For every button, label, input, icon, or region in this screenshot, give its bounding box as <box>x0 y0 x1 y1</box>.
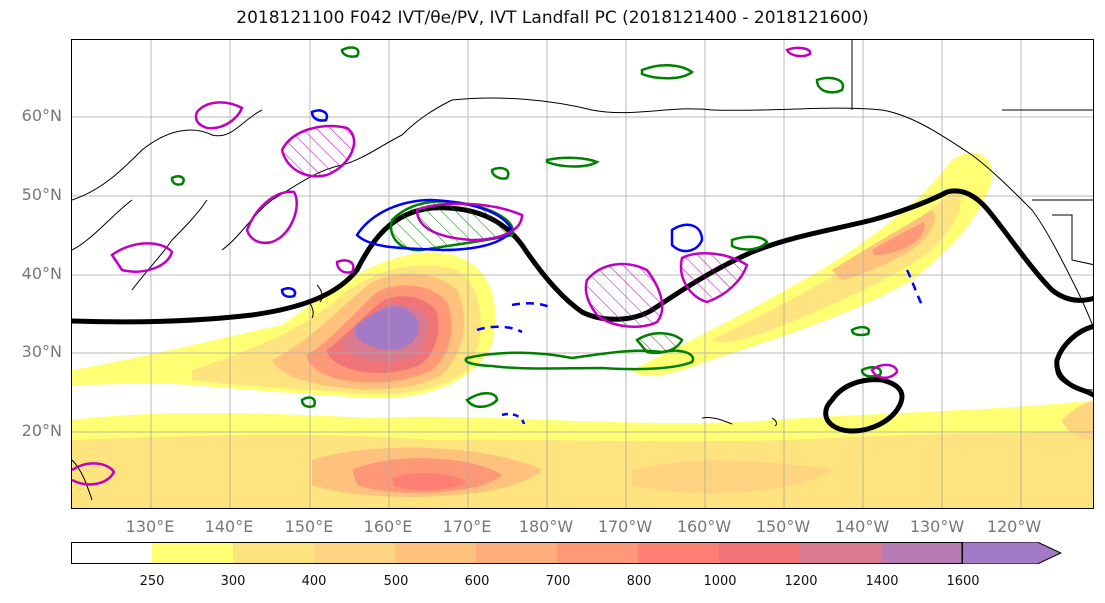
colorbar-tick-600: 600 <box>464 574 490 589</box>
lon-label-170e: 170°E <box>442 517 492 536</box>
colorbar-segment <box>71 542 152 564</box>
colorbar-tick-300: 300 <box>220 574 246 589</box>
colorbar-segment <box>881 542 962 564</box>
colorbar-segment <box>314 542 395 564</box>
map-title: 2018121100 F042 IVT/θe/PV, IVT Landfall … <box>236 8 869 28</box>
blue-contours <box>280 109 924 425</box>
lon-label-150e: 150°E <box>284 517 334 536</box>
colorbar-svg <box>71 541 1062 565</box>
lon-label-130w: 130°W <box>909 517 965 536</box>
lon-label-170w: 170°W <box>597 517 653 536</box>
colorbar-tick-1600: 1600 <box>946 574 980 589</box>
colorbar-tick-500: 500 <box>383 574 409 589</box>
colorbar-segment <box>719 542 800 564</box>
colorbar-tick-400: 400 <box>301 574 327 589</box>
lon-label-180w: 180°W <box>518 517 574 536</box>
colorbar-segment <box>395 542 476 564</box>
map-panel <box>71 39 1094 509</box>
map-canvas <box>72 40 1093 508</box>
colorbar-tick-1400: 1400 <box>865 574 899 589</box>
lat-label-40n: 40°N <box>21 264 62 283</box>
coastlines <box>72 40 1093 501</box>
green-contours <box>170 46 883 408</box>
colorbar-segment <box>233 542 314 564</box>
colorbar-segment <box>476 542 557 564</box>
colorbar-tick-800: 800 <box>626 574 652 589</box>
magenta-contours <box>72 46 899 486</box>
lon-label-130e: 130°E <box>125 517 175 536</box>
lon-label-160e: 160°E <box>363 517 413 536</box>
colorbar-segment <box>638 542 719 564</box>
colorbar-tick-250: 250 <box>139 574 165 589</box>
colorbar <box>71 541 1094 565</box>
lat-label-50n: 50°N <box>21 185 62 204</box>
colorbar-tick-1000: 1000 <box>703 574 737 589</box>
lat-label-30n: 30°N <box>21 342 62 361</box>
lat-label-60n: 60°N <box>21 106 62 125</box>
colorbar-segment <box>800 542 881 564</box>
lon-label-120w: 120°W <box>986 517 1042 536</box>
lat-label-20n: 20°N <box>21 421 62 440</box>
lon-label-140w: 140°W <box>834 517 890 536</box>
colorbar-segment <box>152 542 233 564</box>
colorbar-tick-1200: 1200 <box>784 574 818 589</box>
colorbar-tick-700: 700 <box>545 574 571 589</box>
colorbar-segment-extend <box>961 541 1062 565</box>
lon-label-140e: 140°E <box>204 517 254 536</box>
colorbar-border <box>71 542 963 564</box>
ivt-shading <box>72 152 1093 508</box>
lon-label-150w: 150°W <box>755 517 811 536</box>
colorbar-segment <box>557 542 638 564</box>
lon-label-160w: 160°W <box>676 517 732 536</box>
